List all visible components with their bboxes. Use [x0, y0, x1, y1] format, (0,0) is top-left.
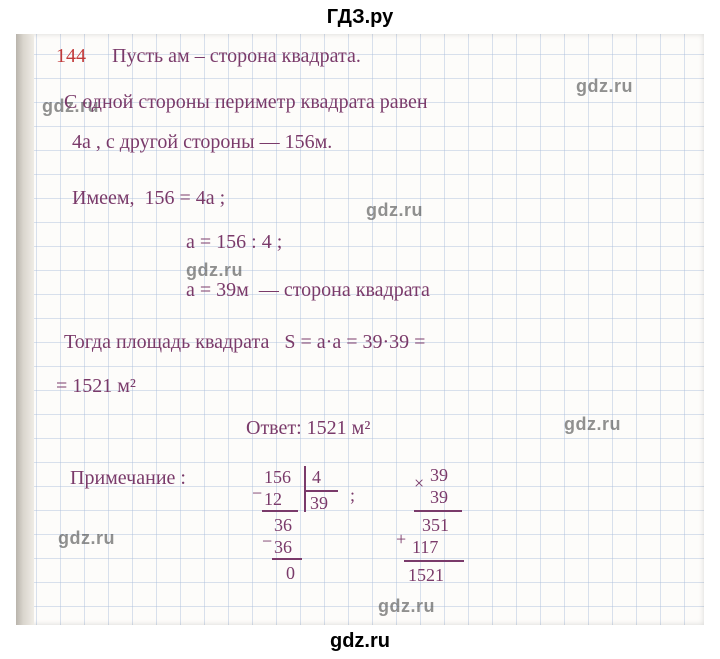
text-line: a = 156 : 4 ;: [186, 230, 282, 254]
div-vline: [304, 466, 306, 512]
mul-a: 39: [430, 464, 448, 486]
semicolon: ;: [350, 484, 355, 506]
note-label: Примечание :: [70, 466, 186, 490]
mul-result: 1521: [408, 564, 444, 586]
site-footer: gdz.ru: [0, 630, 720, 653]
div-final: 0: [286, 562, 295, 584]
minus-sign: −: [252, 482, 262, 504]
notebook-spine: [16, 34, 34, 625]
mul-rule: [414, 510, 462, 512]
div-divisor: 4: [312, 466, 321, 488]
site-header: ГДЗ.ру: [0, 6, 720, 29]
watermark: gdz.ru: [378, 596, 435, 617]
div-rule: [262, 510, 298, 512]
plus-sign: +: [396, 528, 406, 550]
text-line: С одной стороны периметр квадрата равен: [64, 90, 428, 114]
div-step: 36: [274, 514, 292, 536]
watermark: gdz.ru: [58, 528, 115, 549]
text-line: a = 39м — сторона квадрата: [186, 278, 430, 302]
notebook-paper: gdz.ru gdz.ru gdz.ru gdz.ru gdz.ru gdz.r…: [16, 34, 704, 625]
div-dividend: 156: [264, 466, 291, 488]
text-line: Тогда площадь квадрата S = a·a = 39·39 =: [64, 330, 425, 354]
watermark: gdz.ru: [576, 76, 633, 97]
text-line: 4a , с другой стороны — 156м.: [72, 130, 332, 154]
div-rule: [272, 558, 302, 560]
times-sign: ×: [414, 472, 424, 494]
watermark: gdz.ru: [564, 414, 621, 435]
text-line: = 1521 м²: [56, 374, 136, 398]
div-step: 12: [264, 488, 282, 510]
text-line: Пусть aм – сторона квадрата.: [112, 44, 361, 68]
answer-line: Ответ: 1521 м²: [246, 416, 370, 440]
div-quotient: 39: [310, 492, 328, 514]
mul-rule: [404, 560, 464, 562]
mul-p2: 117: [412, 536, 438, 558]
text-line: Имеем, 156 = 4a ;: [72, 186, 225, 210]
mul-b: 39: [430, 486, 448, 508]
minus-sign: −: [262, 530, 272, 552]
mul-p1: 351: [422, 514, 449, 536]
div-step: 36: [274, 536, 292, 558]
problem-number: 144: [56, 44, 86, 68]
watermark: gdz.ru: [366, 200, 423, 221]
